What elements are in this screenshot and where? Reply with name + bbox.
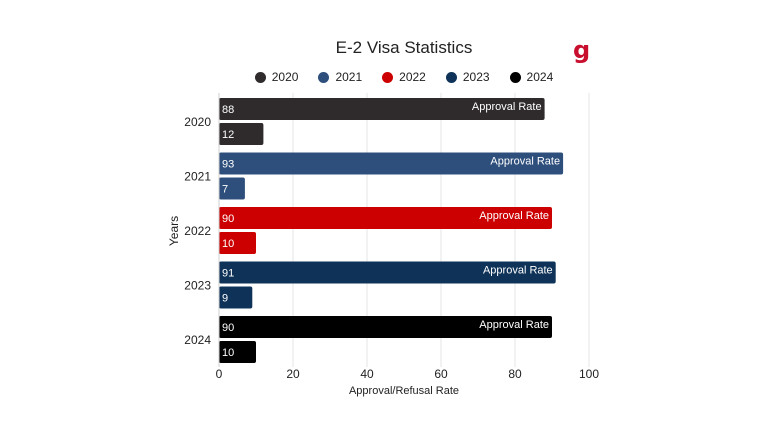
legend-swatch xyxy=(318,71,330,83)
bar-value-label: 10 xyxy=(222,238,234,250)
y-category-label: 2022 xyxy=(184,224,211,238)
legend-swatch xyxy=(254,71,266,83)
bar-value-label: 90 xyxy=(222,322,234,334)
legend-swatch xyxy=(445,71,457,83)
legend-item-2024: 2024 xyxy=(509,70,554,84)
legend-label: 2020 xyxy=(271,70,299,84)
y-category-label: 2021 xyxy=(184,170,211,184)
bar-refusal-2022 xyxy=(219,232,256,254)
bar-refusal-2020 xyxy=(219,123,264,145)
chart-title: E-2 Visa Statistics xyxy=(335,38,473,57)
bar-annotation: Approval Rate xyxy=(483,265,553,277)
bar-approval-2023 xyxy=(219,261,556,284)
bar-annotation: Approval Rate xyxy=(479,210,549,222)
legend-item-2022: 2022 xyxy=(382,70,426,84)
bar-annotation: Approval Rate xyxy=(472,101,542,113)
legend-swatch xyxy=(509,71,521,83)
legend-label: 2021 xyxy=(335,70,363,84)
legend-item-2021: 2021 xyxy=(318,70,362,84)
x-axis-label: Approval/Refusal Rate xyxy=(349,385,459,397)
legend-label: 2022 xyxy=(399,70,426,84)
y-category-label: 2020 xyxy=(184,115,211,129)
bar-refusal-2021 xyxy=(219,177,245,200)
bar-value-label: 88 xyxy=(222,104,234,116)
legend-label: 2024 xyxy=(526,70,554,84)
x-tick-label: 60 xyxy=(434,367,448,381)
bar-approval-2020 xyxy=(219,98,545,120)
bar-approval-2024 xyxy=(219,316,552,338)
bar-value-label: 90 xyxy=(222,213,234,225)
bar-value-label: 93 xyxy=(222,159,234,171)
bar-value-label: 12 xyxy=(222,129,234,141)
legend-item-2023: 2023 xyxy=(445,70,490,84)
bar-refusal-2023 xyxy=(219,286,253,309)
chart-legend: 2020 2021 2022 2023 2024 xyxy=(0,70,768,84)
x-tick-label: 100 xyxy=(579,367,599,381)
x-tick-label: 0 xyxy=(216,367,223,381)
legend-swatch xyxy=(382,71,394,83)
legend-label: 2023 xyxy=(462,70,490,84)
brand-logo-icon: g xyxy=(573,36,591,64)
x-tick-label: 40 xyxy=(360,367,374,381)
bar-value-label: 10 xyxy=(222,347,234,359)
bar-annotation: Approval Rate xyxy=(490,156,560,168)
x-tick-label: 20 xyxy=(286,367,300,381)
bar-approval-2022 xyxy=(219,207,552,229)
bar-value-label: 91 xyxy=(222,268,234,280)
legend-item-2020: 2020 xyxy=(254,70,299,84)
bar-approval-2021 xyxy=(219,152,564,175)
x-tick-label: 80 xyxy=(508,367,522,381)
bar-annotation: Approval Rate xyxy=(479,319,549,331)
bar-value-label: 9 xyxy=(222,293,228,305)
y-category-label: 2023 xyxy=(184,279,211,293)
y-category-label: 2024 xyxy=(184,333,211,347)
bar-value-label: 7 xyxy=(222,184,228,196)
y-axis-label: Years xyxy=(167,216,181,246)
bar-refusal-2024 xyxy=(219,341,256,363)
